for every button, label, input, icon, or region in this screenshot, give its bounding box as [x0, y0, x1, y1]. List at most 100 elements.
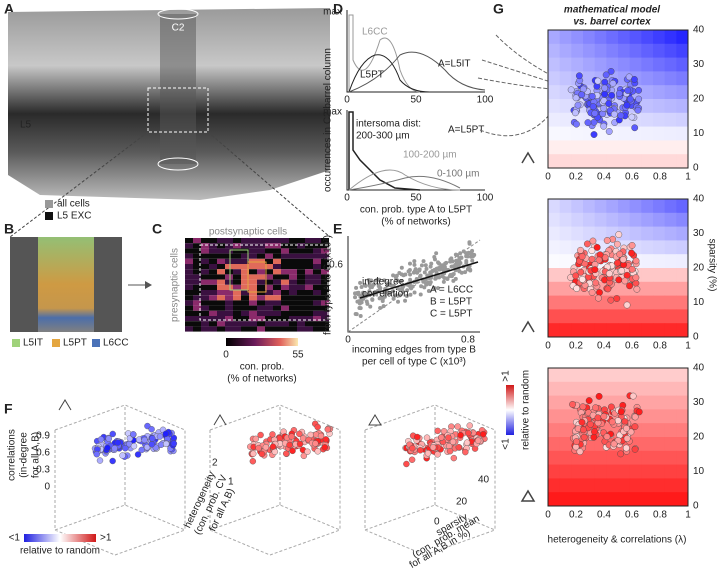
- point: [314, 448, 321, 455]
- annotation: 0-100 µm: [437, 169, 479, 180]
- matrix-cell: [297, 284, 305, 290]
- point: [578, 418, 586, 426]
- tick-label: 0: [344, 193, 350, 204]
- matrix-cell: [209, 326, 217, 332]
- matrix-cell: [305, 248, 313, 254]
- heatmap-cell: [606, 226, 619, 241]
- motif: [520, 489, 536, 502]
- matrix-cell: [241, 248, 249, 254]
- heatmap-cell: [559, 112, 572, 128]
- point: [434, 451, 441, 458]
- matrix-cell: [273, 243, 281, 249]
- point: [455, 261, 460, 266]
- series-label: L6CC: [362, 27, 388, 38]
- matrix-cell: [321, 274, 329, 280]
- heatmap-cell: [559, 140, 572, 155]
- point: [364, 299, 369, 304]
- point: [419, 284, 424, 289]
- heatmap-cell: [676, 99, 689, 114]
- matrix-cell: [313, 290, 321, 296]
- heatmap-cell: [664, 492, 677, 507]
- point: [464, 254, 469, 259]
- heatmap-cell: [559, 395, 572, 410]
- matrix-cell: [225, 300, 233, 306]
- heatmap-cell: [571, 226, 584, 241]
- heatmap-cell: [548, 226, 561, 241]
- matrix-cell: [217, 321, 225, 327]
- matrix-cell: [209, 238, 217, 244]
- matrix-cell: [209, 295, 217, 301]
- point: [96, 457, 104, 464]
- tick-label: 20: [456, 497, 468, 508]
- matrix-cell: [305, 264, 313, 270]
- point: [395, 279, 400, 284]
- heatmap-cell: [676, 140, 689, 155]
- point: [97, 436, 105, 443]
- heatmap-cell: [653, 281, 666, 297]
- point: [591, 109, 599, 117]
- heatmap-cell: [548, 154, 561, 169]
- point: [414, 433, 421, 441]
- matrix-cell: [217, 253, 225, 259]
- matrix-cell: [297, 300, 305, 306]
- heatmap-cell: [653, 423, 666, 438]
- point: [304, 448, 311, 455]
- heatmap-cell: [641, 309, 654, 324]
- point: [438, 434, 445, 441]
- heatmap-cell: [571, 464, 584, 479]
- motif: [58, 399, 72, 411]
- heatmap-cell: [548, 395, 561, 410]
- heatmap-cell: [559, 126, 572, 141]
- heatmap-cell: [676, 240, 689, 255]
- point: [255, 444, 262, 452]
- heatmap-cell: [653, 212, 666, 228]
- heatmap-cell: [629, 30, 642, 45]
- matrix-cell: [281, 300, 289, 306]
- point: [369, 278, 374, 283]
- point: [249, 458, 257, 465]
- matrix-cell: [201, 295, 209, 301]
- cube-frame: [54, 404, 186, 556]
- point: [258, 450, 266, 458]
- tick-label: 0: [44, 482, 50, 493]
- point: [412, 269, 417, 274]
- point: [448, 272, 453, 277]
- heatmap-cell: [676, 126, 689, 141]
- matrix-cell: [297, 305, 305, 311]
- matrix-cell: [289, 310, 297, 316]
- matrix-cell: [217, 316, 225, 322]
- matrix-cell: [217, 300, 225, 306]
- point: [426, 288, 431, 293]
- tick-label: 0: [344, 95, 350, 106]
- matrix-cell: [193, 279, 201, 285]
- axis-label: (% of networks): [381, 217, 450, 228]
- heatmap-cell: [559, 226, 572, 241]
- heatmap-cell: [548, 99, 561, 114]
- tick-label: 0.2: [569, 341, 583, 352]
- matrix-cell: [257, 243, 265, 249]
- matrix-cell: [313, 264, 321, 270]
- matrix-cell: [241, 310, 249, 316]
- point: [424, 282, 429, 287]
- tick-label: 40: [693, 25, 705, 36]
- tick-label: 0.8: [653, 510, 667, 521]
- heatmap-cell: [559, 99, 572, 114]
- matrix-cell: [225, 316, 233, 322]
- heatmap-cell: [641, 254, 654, 269]
- point: [576, 448, 584, 456]
- heatmap-cell: [559, 492, 572, 507]
- cube-frame: [364, 404, 496, 556]
- heatmap-cell: [653, 492, 666, 507]
- matrix-cell: [313, 258, 321, 264]
- point: [442, 276, 447, 281]
- matrix-cell: [257, 258, 265, 264]
- point: [444, 260, 449, 265]
- matrix-cell: [217, 238, 225, 244]
- matrix-cell: [201, 258, 209, 264]
- point: [605, 270, 613, 277]
- cube-frame: [209, 404, 341, 556]
- matrix-cell: [193, 310, 201, 316]
- panel-label: A: [4, 1, 14, 17]
- matrix-cell: [201, 264, 209, 270]
- matrix-cell: [281, 238, 289, 244]
